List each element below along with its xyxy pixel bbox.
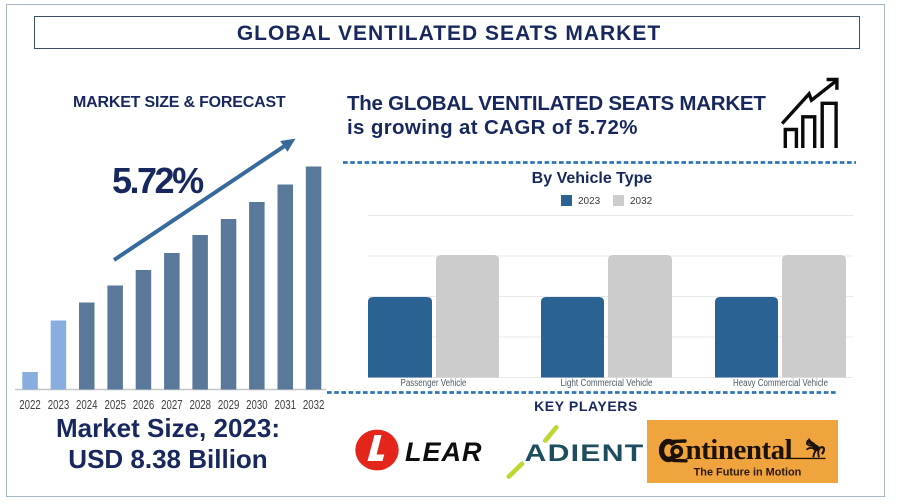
svg-text:2026: 2026 <box>133 398 155 412</box>
svg-text:2029: 2029 <box>218 398 240 412</box>
svg-text:2031: 2031 <box>275 398 297 412</box>
svg-text:ntinental: ntinental <box>686 434 793 466</box>
svg-text:2027: 2027 <box>161 398 183 412</box>
svg-text:2024: 2024 <box>76 398 98 412</box>
svg-text:LEAR: LEAR <box>405 437 483 467</box>
svg-text:2032: 2032 <box>303 398 325 412</box>
svg-text:The Future in Motion: The Future in Motion <box>694 467 802 479</box>
svg-text:Heavy Commercial Vehicle: Heavy Commercial Vehicle <box>733 378 828 389</box>
svg-text:2028: 2028 <box>189 398 211 412</box>
svg-text:2023: 2023 <box>48 398 70 412</box>
svg-text:Light Commercial Vehicle: Light Commercial Vehicle <box>561 378 653 389</box>
svg-text:2022: 2022 <box>19 398 41 412</box>
svg-text:Passenger Vehicle: Passenger Vehicle <box>401 378 467 389</box>
svg-text:2030: 2030 <box>246 398 268 412</box>
svg-text:2025: 2025 <box>104 398 126 412</box>
svg-text:ADIENT: ADIENT <box>525 440 645 467</box>
